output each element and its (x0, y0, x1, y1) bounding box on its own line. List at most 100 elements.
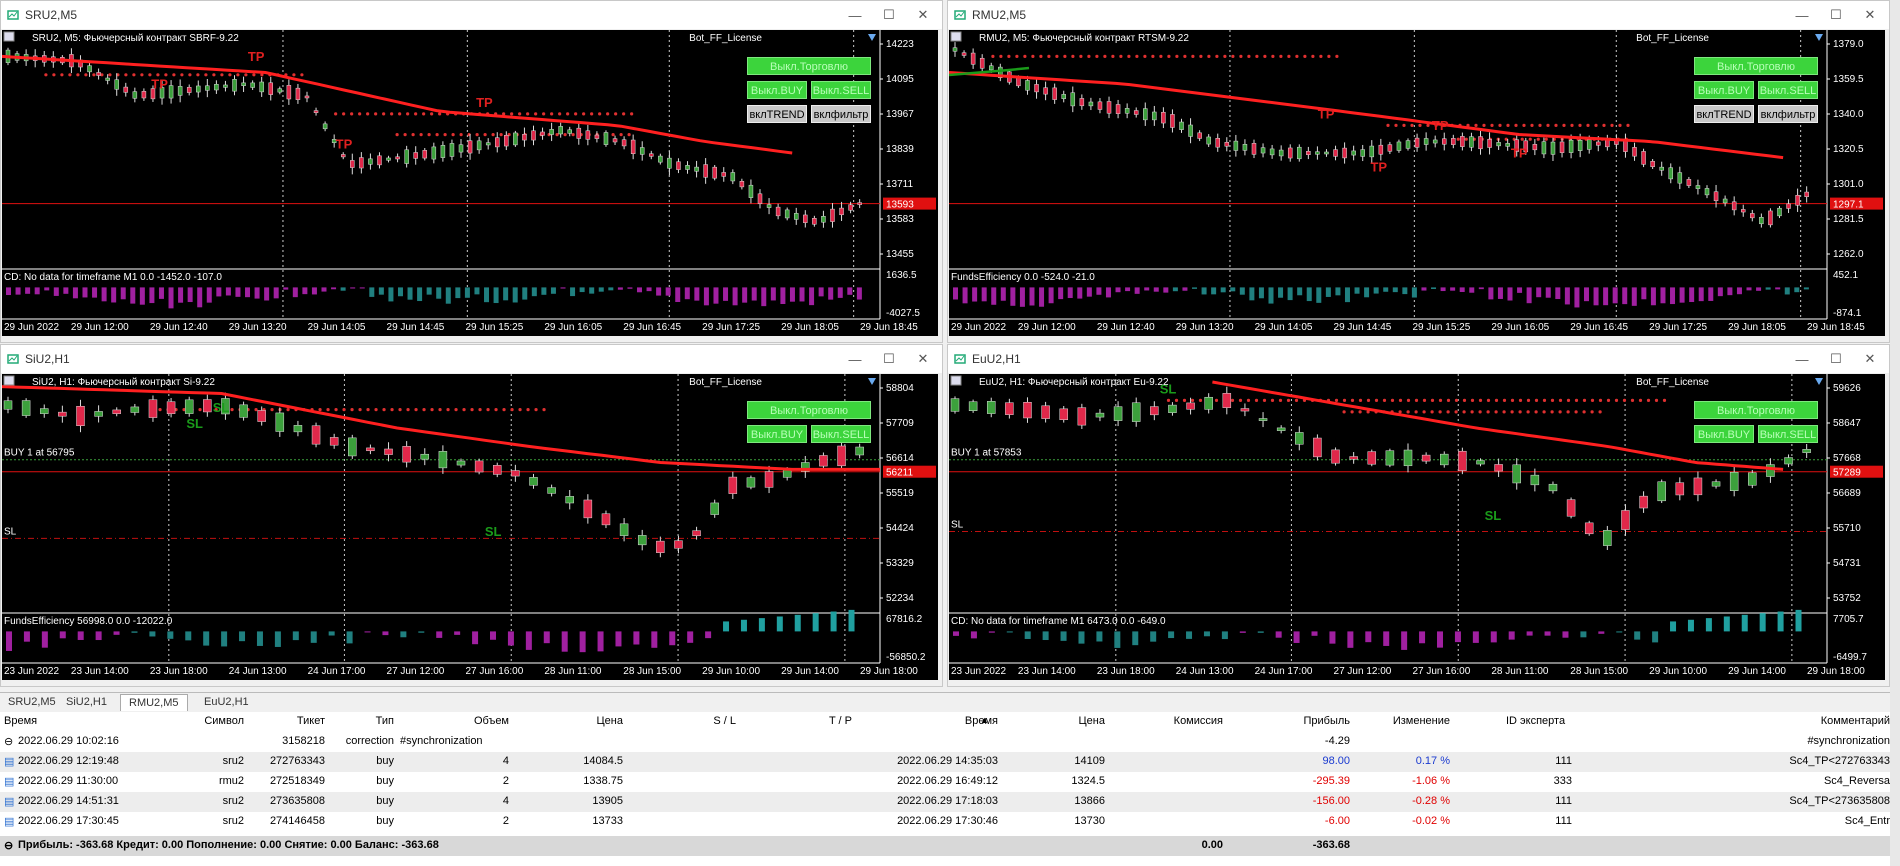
time-tick-label: 24 Jun 13:00 (229, 666, 287, 677)
vertical-scrollbar[interactable] (1890, 0, 1900, 866)
indicator-bar (1598, 631, 1605, 634)
price-tick-label: 55710 (1833, 523, 1861, 534)
indicator-bar (809, 287, 815, 306)
trade-toggle-button[interactable]: Выкл.Торговлю (747, 57, 871, 75)
candle-bull (784, 209, 790, 219)
col-volume[interactable]: Объем (473, 715, 509, 727)
candle-bear (1460, 136, 1465, 147)
trade-toggle-button[interactable]: Выкл.Торговлю (747, 401, 871, 419)
collapse-icon[interactable]: ⊖ (4, 736, 14, 748)
time-tick-label: 29 Jun 17:25 (1649, 322, 1707, 333)
table-row-balance[interactable]: ⊖ 2022.06.29 10:02:16 3158218 correction… (0, 732, 1890, 752)
col-type[interactable]: Тип (375, 715, 394, 727)
tp-marker-dot (390, 112, 394, 116)
sell-toggle-button[interactable]: Выкл.SELL (811, 81, 871, 99)
trend-toggle-button[interactable]: вклTREND (747, 105, 807, 123)
indicator-bar (1777, 611, 1784, 632)
window-titlebar[interactable]: SiU2,H1 — ☐ ✕ (1, 345, 942, 373)
indicator-bar (1526, 287, 1532, 304)
col-close-time[interactable]: Время (964, 715, 998, 727)
chart-window-sru2[interactable]: SRU2,M5 — ☐ ✕ TP TP TP TP SRU2, M5: Фьючерсн… (0, 0, 943, 343)
table-row[interactable]: ▤ 2022.06.29 14:51:31 sru2 273635808 buy 4 139… (0, 792, 1890, 812)
window-titlebar[interactable]: SRU2,M5 — ☐ ✕ (1, 1, 942, 29)
window-titlebar[interactable]: RMU2,M5 — ☐ ✕ (948, 1, 1889, 29)
maximize-button[interactable]: ☐ (883, 7, 895, 22)
indicator-bar (454, 631, 461, 635)
close-button[interactable]: ✕ (917, 351, 929, 366)
window-titlebar[interactable]: EuU2,H1 — ☐ ✕ (948, 345, 1889, 373)
minimize-button[interactable]: — (1795, 7, 1809, 23)
candle-bull (348, 437, 357, 457)
close-button[interactable]: ✕ (1864, 7, 1876, 22)
trade-label-tp: TP (1370, 159, 1387, 174)
table-row[interactable]: ▤ 2022.06.29 11:30:00 rmu2 272518349 buy 2 133… (0, 772, 1890, 792)
tab-siu2[interactable]: SiU2,H1 (66, 696, 107, 708)
close-button[interactable]: ✕ (917, 7, 929, 22)
col-close-price[interactable]: Цена (1078, 715, 1105, 727)
tp-marker-dot (438, 408, 442, 412)
candle-bull (1233, 140, 1239, 151)
candle-bull (1278, 149, 1284, 157)
sell-toggle-button[interactable]: Выкл.SELL (811, 425, 871, 443)
time-tick-label: 29 Jun 14:05 (308, 322, 366, 333)
table-row[interactable]: ▤ 2022.06.29 17:30:45 sru2 274146458 buy 2 137… (0, 812, 1890, 832)
trade-toggle-button[interactable]: Выкл.Торговлю (1694, 57, 1818, 75)
chart-window-euu2[interactable]: EuU2,H1 — ☐ ✕ BUY 1 at 57853 SL SL SL EuU2, … (947, 344, 1890, 687)
tab-rmu2[interactable]: RMU2,M5 (120, 694, 188, 711)
col-symbol[interactable]: Символ (204, 715, 244, 727)
tp-marker-dot (534, 112, 538, 116)
sell-toggle-button[interactable]: Выкл.SELL (1758, 425, 1818, 443)
col-commission[interactable]: Комиссия (1173, 715, 1223, 727)
indicator-max-label: 452.1 (1833, 270, 1858, 281)
cell-ticket: 272518349 (269, 775, 325, 787)
chart-window-rmu2[interactable]: RMU2,M5 — ☐ ✕ TP TP TP TP RMU2, M5: Фьючерсн… (947, 0, 1890, 343)
minimize-button[interactable]: — (848, 7, 862, 23)
close-button[interactable]: ✕ (1864, 351, 1876, 366)
indicator-bar (221, 631, 228, 647)
summary-collapse-icon[interactable]: ⊖ (4, 840, 14, 852)
indicator-bar (397, 287, 403, 297)
buy-toggle-button[interactable]: Выкл.BUY (1694, 425, 1754, 443)
tp-marker-dot (494, 408, 498, 412)
col-expert-id[interactable]: ID эксперта (1506, 715, 1566, 727)
minimize-button[interactable]: — (1795, 351, 1809, 367)
chart-window-siu2[interactable]: SiU2,H1 — ☐ ✕ BUY 1 at 56795 SL SL SL SL SiU2… (0, 344, 943, 687)
tab-euu2[interactable]: EuU2,H1 (204, 696, 249, 708)
col-tp[interactable]: T / P (828, 715, 852, 727)
chart-grid-icon (3, 375, 15, 386)
trade-toggle-button[interactable]: Выкл.Торговлю (1694, 401, 1818, 419)
indicator-bar (158, 287, 164, 299)
col-profit[interactable]: Прибыль (1303, 715, 1350, 727)
buy-toggle-button[interactable]: Выкл.BUY (1694, 81, 1754, 99)
trend-toggle-button[interactable]: вклTREND (1694, 105, 1754, 123)
maximize-button[interactable]: ☐ (1830, 351, 1842, 366)
candle-bull (986, 401, 996, 414)
col-ticket[interactable]: Тикет (296, 715, 325, 727)
candle-bear (1795, 195, 1800, 206)
col-comment[interactable]: Комментарий (1820, 715, 1890, 727)
tp-marker-dot (1143, 54, 1147, 58)
maximize-button[interactable]: ☐ (1830, 7, 1842, 22)
col-time[interactable]: Время (4, 715, 38, 727)
cell-expert-id: 111 (1555, 755, 1572, 767)
col-change[interactable]: Изменение (1392, 715, 1450, 727)
tp-marker-dot (1454, 398, 1459, 402)
buy-toggle-button[interactable]: Выкл.BUY (747, 425, 807, 443)
chart-canvas[interactable]: TP TP TP TP SRU2, M5: Фьючерсный контракт SB… (2, 30, 938, 336)
buy-toggle-button[interactable]: Выкл.BUY (747, 81, 807, 99)
indicator-bar (794, 614, 801, 632)
tp-marker-dot (1598, 398, 1603, 402)
col-sl[interactable]: S / L (713, 715, 736, 727)
table-row[interactable]: ▤ 2022.06.29 12:19:48 sru2 272763343 buy 4 140… (0, 752, 1890, 772)
indicator-bar (6, 631, 12, 651)
tp-marker-dot (1490, 123, 1494, 127)
cell-time: 2022.06.29 17:30:45 (18, 815, 119, 827)
tab-sru2[interactable]: SRU2,M5 (8, 696, 56, 708)
indicator-bar (302, 287, 308, 295)
sell-toggle-button[interactable]: Выкл.SELL (1758, 81, 1818, 99)
filter-toggle-button[interactable]: вклфильтр (811, 105, 871, 123)
minimize-button[interactable]: — (848, 351, 862, 367)
maximize-button[interactable]: ☐ (883, 351, 895, 366)
col-price[interactable]: Цена (596, 715, 623, 727)
filter-toggle-button[interactable]: вклфильтр (1758, 105, 1818, 123)
